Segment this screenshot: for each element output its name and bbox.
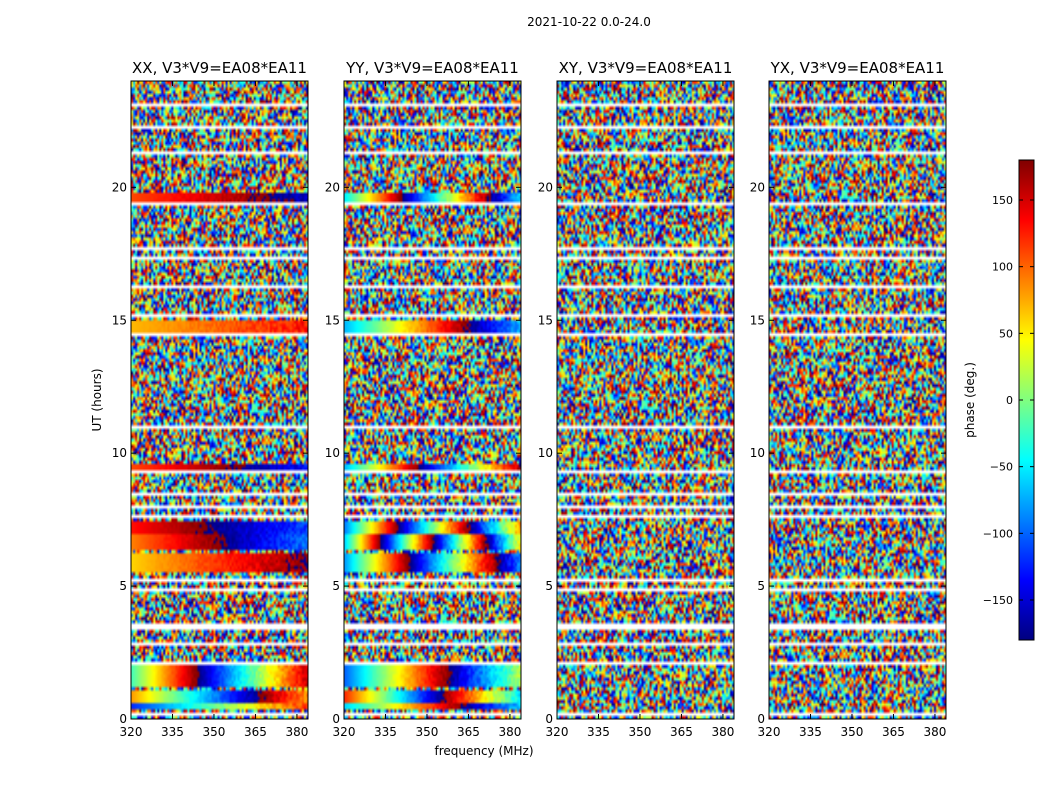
colorbar-tick-label: 100 [992,261,1013,274]
x-tick-label: 350 [841,725,864,739]
colorbar: −150 −100 −50 0 50 100 150 phase (deg.) [963,159,1035,641]
panel-2: YY, V3*V9=EA08*EA11 320 335 350 365 380 0 5 10 15… [325,59,522,739]
y-tick-label: 20 [750,180,765,194]
y-tick-label: 0 [757,712,765,726]
axes-frame [130,80,309,720]
axes-frame [556,80,735,720]
panel-title: YY, V3*V9=EA08*EA11 [345,59,519,77]
phase-heatmap [131,81,308,719]
y-tick-label: 15 [538,313,553,327]
colorbar-tick-label: −50 [990,461,1013,474]
x-axis-label: frequency (MHz) [434,744,533,758]
panel-title: YX, V3*V9=EA08*EA11 [770,59,945,77]
y-tick-label: 0 [119,712,127,726]
x-tick-label: 335 [374,725,397,739]
x-tick-label: 380 [285,725,308,739]
y-tick-label: 5 [757,579,765,593]
panel-title: XX, V3*V9=EA08*EA11 [132,59,307,77]
x-tick-label: 365 [670,725,693,739]
x-tick-label: 335 [799,725,822,739]
y-tick-label: 15 [112,313,127,327]
y-tick-label: 5 [332,579,340,593]
x-tick-label: 350 [416,725,439,739]
panels-layer: XX, V3*V9=EA08*EA11 320 335 350 365 380 0 5 10 15… [112,59,947,739]
x-tick-label: 365 [244,725,267,739]
phase-heatmap [344,81,521,719]
y-tick-label: 10 [750,446,765,460]
x-tick-label: 350 [203,725,226,739]
colorbar-tick-label: 50 [999,327,1013,340]
figure-suptitle: 2021-10-22 0.0-24.0 [527,15,651,29]
y-tick-label: 0 [332,712,340,726]
colorbar-tick-label: −100 [983,527,1013,540]
y-tick-label: 10 [325,446,340,460]
y-tick-label: 5 [545,579,553,593]
y-tick-label: 20 [112,180,127,194]
panel-3: XY, V3*V9=EA08*EA11 320 335 350 365 380 0 5 10 15… [538,59,735,739]
colorbar-tick-label: −150 [983,594,1013,607]
y-tick-label: 0 [545,712,553,726]
axes-frame [768,80,947,720]
y-tick-label: 10 [538,446,553,460]
x-tick-label: 320 [546,725,569,739]
panel-1: XX, V3*V9=EA08*EA11 320 335 350 365 380 0 5 10 15… [112,59,309,739]
y-axis-label: UT (hours) [90,368,104,431]
y-tick-label: 15 [750,313,765,327]
colorbar-tick-label: 150 [992,194,1013,207]
colorbar-tick-label: 0 [1006,394,1013,407]
x-tick-label: 320 [333,725,356,739]
x-tick-label: 320 [120,725,143,739]
x-tick-label: 350 [629,725,652,739]
y-tick-label: 20 [538,180,553,194]
phase-heatmap [557,81,734,719]
x-tick-label: 380 [498,725,521,739]
phase-heatmap [769,81,946,719]
x-tick-label: 335 [587,725,610,739]
x-tick-label: 380 [711,725,734,739]
panel-4: YX, V3*V9=EA08*EA11 320 335 350 365 380 0 5 10 15… [750,59,947,739]
axes-frame [343,80,522,720]
x-tick-label: 365 [882,725,905,739]
panel-title: XY, V3*V9=EA08*EA11 [559,59,733,77]
y-tick-label: 15 [325,313,340,327]
x-tick-label: 320 [758,725,781,739]
x-tick-label: 335 [161,725,184,739]
x-tick-label: 365 [457,725,480,739]
y-tick-label: 20 [325,180,340,194]
y-tick-label: 5 [119,579,127,593]
x-tick-label: 380 [923,725,946,739]
y-tick-label: 10 [112,446,127,460]
colorbar-label: phase (deg.) [963,362,977,438]
